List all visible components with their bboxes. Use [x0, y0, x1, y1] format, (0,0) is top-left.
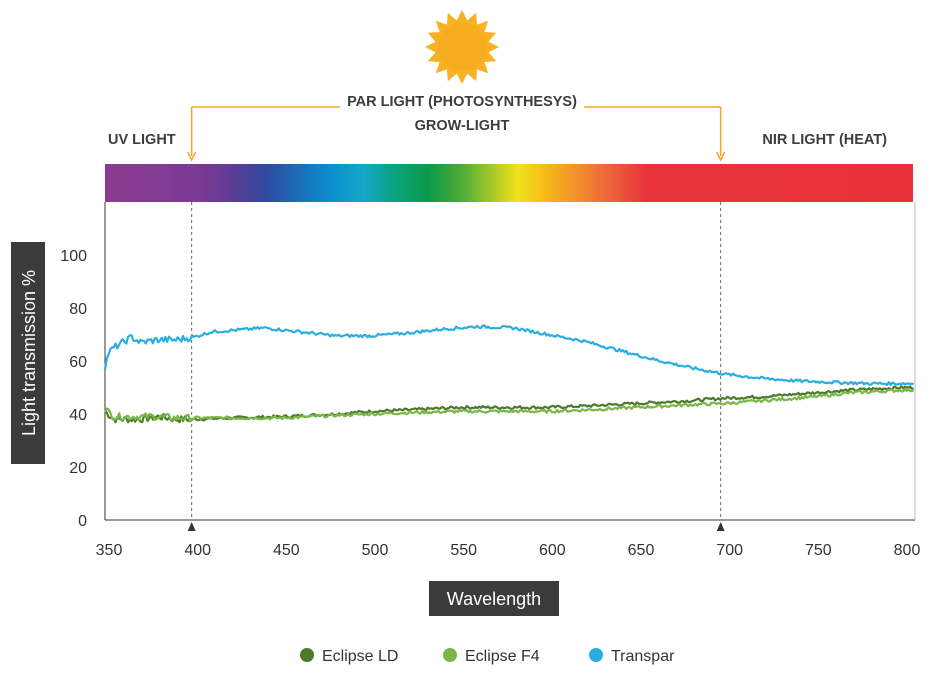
x-axis-title-bg — [429, 581, 559, 616]
legend-item-eclipse-ld: Eclipse LD — [300, 648, 398, 665]
par-markers — [187, 202, 725, 531]
y-axis-title: Light transmission % — [11, 242, 45, 464]
par-bracket — [186, 106, 726, 162]
series-line-eclipse-ld — [104, 385, 914, 424]
x-axis-title: Wavelength — [429, 581, 559, 616]
legend-label: Eclipse F4 — [465, 648, 540, 665]
x-axis-title-text: Wavelength — [447, 589, 541, 609]
par-start-marker — [187, 522, 196, 531]
x-tick-label: 350 — [96, 542, 123, 559]
series-lines — [103, 324, 915, 424]
bracket-right-arrow — [715, 151, 726, 162]
y-axis-title-bg — [11, 242, 45, 464]
grow-light-label: GROW-LIGHT — [415, 118, 510, 134]
y-tick-label: 80 — [69, 301, 87, 318]
y-tick-label: 40 — [69, 407, 87, 424]
y-tick-label: 20 — [69, 460, 87, 477]
legend: Eclipse LD Eclipse F4 Transpar — [300, 648, 675, 665]
x-tick-label: 750 — [805, 542, 832, 559]
series-line-eclipse-f4 — [104, 387, 914, 423]
legend-label: Transpar — [611, 648, 675, 665]
x-tick-label: 650 — [628, 542, 655, 559]
sun-disc — [438, 23, 486, 71]
x-tick-label: 450 — [273, 542, 300, 559]
legend-item-eclipse-f4: Eclipse F4 — [443, 648, 540, 665]
legend-swatch — [443, 648, 457, 662]
uv-light-label: UV LIGHT — [108, 132, 176, 148]
y-tick-label: 0 — [78, 513, 87, 530]
y-axis-title-text: Light transmission % — [19, 270, 39, 436]
nir-light-label: NIR LIGHT (HEAT) — [762, 132, 887, 148]
legend-item-transpar: Transpar — [589, 648, 675, 665]
bracket-left-arrow — [186, 151, 197, 162]
x-tick-label: 600 — [539, 542, 566, 559]
spectrum-bar — [105, 164, 913, 202]
legend-label: Eclipse LD — [322, 648, 398, 665]
legend-swatch — [589, 648, 603, 662]
par-light-label: PAR LIGHT (PHOTOSYNTHESYS) — [347, 94, 577, 110]
y-tick-label: 60 — [69, 354, 87, 371]
legend-swatch — [300, 648, 314, 662]
sun-icon — [425, 10, 499, 84]
x-tick-label: 800 — [894, 542, 921, 559]
y-tick-label: 100 — [60, 248, 87, 265]
x-tick-label: 550 — [450, 542, 477, 559]
x-tick-label: 400 — [184, 542, 211, 559]
axes: 0 20 40 60 80 100 350 400 450 500 550 600 650 700 750 8… — [60, 202, 920, 559]
series-line-transpar — [103, 324, 915, 386]
x-tick-label: 700 — [716, 542, 743, 559]
par-end-marker — [716, 522, 725, 531]
x-tick-label: 500 — [362, 542, 389, 559]
